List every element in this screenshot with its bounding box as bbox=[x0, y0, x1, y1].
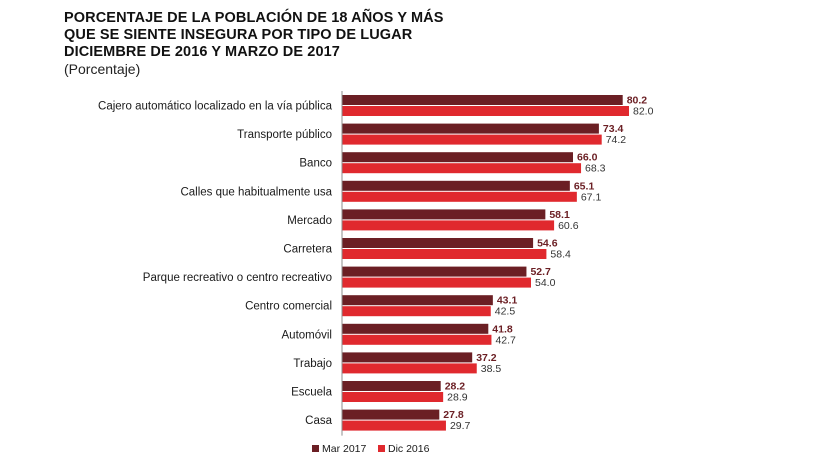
bar-dic-2016 bbox=[342, 363, 477, 374]
data-label: 52.7 bbox=[530, 266, 551, 278]
chart-title-line-3: DICIEMBRE DE 2016 Y MARZO DE 2017 bbox=[64, 44, 340, 60]
bar-mar-2017 bbox=[342, 152, 573, 163]
bar-mar-2017 bbox=[342, 381, 441, 391]
category-label: Trabajo bbox=[293, 358, 332, 370]
data-label: 42.5 bbox=[495, 306, 516, 318]
bar-mar-2017 bbox=[342, 209, 546, 220]
category-label: Cajero automático localizado en la vía p… bbox=[98, 101, 333, 113]
data-label: 67.1 bbox=[581, 191, 602, 203]
data-label: 43.1 bbox=[497, 295, 518, 307]
bar-dic-2016 bbox=[342, 220, 555, 231]
bar-mar-2017 bbox=[342, 123, 599, 134]
data-label: 38.5 bbox=[481, 363, 502, 375]
bar-dic-2016 bbox=[342, 134, 602, 145]
bar-dic-2016 bbox=[342, 106, 629, 116]
legend-swatch-mar-2017 bbox=[312, 445, 319, 452]
chart-title-line-1: PORCENTAJE DE LA POBLACIÓN DE 18 AÑOS Y … bbox=[64, 10, 444, 26]
category-label: Centro comercial bbox=[245, 301, 332, 313]
data-label: 65.1 bbox=[574, 180, 595, 192]
data-label: 37.2 bbox=[476, 352, 497, 364]
data-label: 29.7 bbox=[450, 420, 471, 432]
data-label: 66.0 bbox=[577, 152, 598, 164]
data-label: 54.6 bbox=[537, 238, 558, 250]
legend-swatch-dic-2016 bbox=[378, 445, 385, 452]
data-label: 58.1 bbox=[549, 209, 570, 221]
data-label: 80.2 bbox=[627, 95, 648, 107]
bar-dic-2016 bbox=[342, 249, 547, 259]
bar-dic-2016 bbox=[342, 420, 446, 431]
data-label: 73.4 bbox=[603, 123, 624, 135]
category-label: Calles que habitualmente usa bbox=[180, 186, 332, 198]
bar-mar-2017 bbox=[342, 323, 489, 334]
bar-dic-2016 bbox=[342, 334, 492, 345]
bar-dic-2016 bbox=[342, 392, 444, 402]
bar-mar-2017 bbox=[342, 409, 440, 420]
data-label: 41.8 bbox=[492, 323, 513, 335]
data-label: 54.0 bbox=[535, 277, 556, 289]
category-label: Automóvil bbox=[282, 329, 333, 341]
category-label: Escuela bbox=[291, 387, 333, 399]
bar-mar-2017 bbox=[342, 180, 570, 191]
data-label: 42.7 bbox=[495, 334, 516, 346]
bar-mar-2017 bbox=[342, 295, 493, 306]
data-label: 27.8 bbox=[443, 409, 464, 421]
category-label: Transporte público bbox=[237, 129, 332, 141]
chart-subtitle: (Porcentaje) bbox=[64, 61, 141, 77]
data-label: 28.2 bbox=[445, 381, 466, 393]
bar-dic-2016 bbox=[342, 163, 582, 174]
category-label: Parque recreativo o centro recreativo bbox=[143, 272, 332, 284]
bar-mar-2017 bbox=[342, 266, 527, 277]
category-label: Carretera bbox=[283, 244, 332, 256]
bar-dic-2016 bbox=[342, 306, 491, 317]
bar-mar-2017 bbox=[342, 238, 534, 248]
bar-dic-2016 bbox=[342, 277, 531, 288]
chart-title-line-2: QUE SE SIENTE INSEGURA POR TIPO DE LUGAR bbox=[64, 27, 413, 43]
legend-label-dic-2016: Dic 2016 bbox=[388, 443, 430, 455]
category-label: Mercado bbox=[287, 215, 332, 227]
chart-title-block: PORCENTAJE DE LA POBLACIÓN DE 18 AÑOS Y … bbox=[64, 10, 584, 78]
legend-label-mar-2017: Mar 2017 bbox=[322, 443, 367, 455]
data-label: 58.4 bbox=[550, 249, 571, 261]
data-label: 68.3 bbox=[585, 163, 606, 175]
bar-dic-2016 bbox=[342, 191, 577, 202]
data-label: 28.9 bbox=[447, 392, 468, 404]
category-label: Casa bbox=[305, 415, 332, 427]
data-label: 60.6 bbox=[558, 220, 579, 232]
data-label: 82.0 bbox=[633, 106, 654, 118]
bar-mar-2017 bbox=[342, 95, 623, 105]
data-label: 74.2 bbox=[606, 134, 627, 146]
category-label: Banco bbox=[299, 158, 332, 170]
bar-mar-2017 bbox=[342, 352, 473, 363]
